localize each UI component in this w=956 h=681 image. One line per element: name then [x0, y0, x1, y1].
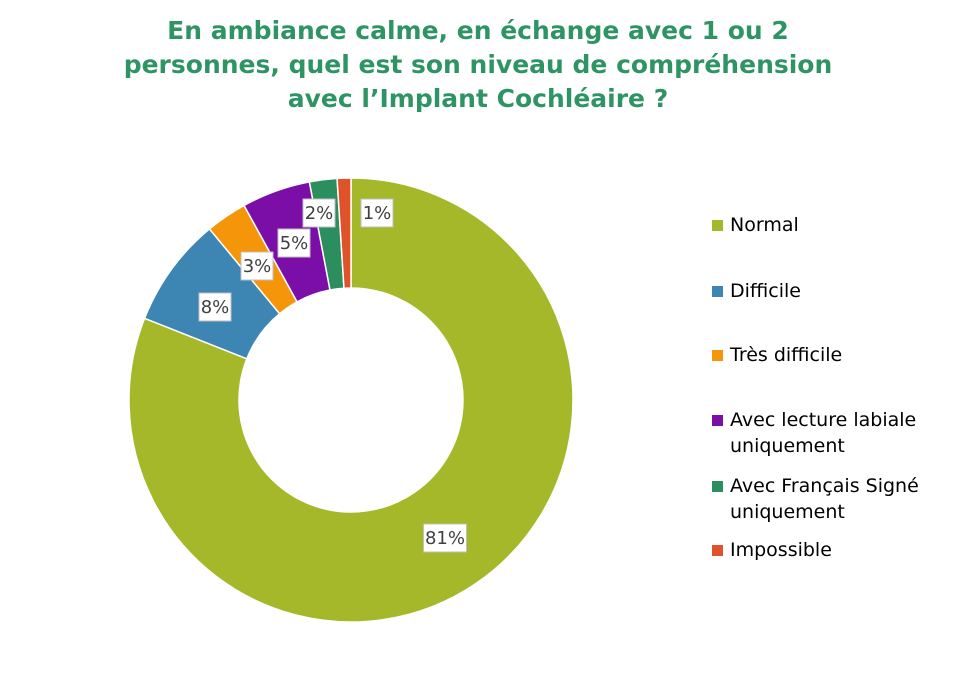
- legend-swatch-tres-difficile: [712, 350, 723, 361]
- legend-item-normal: Normal: [712, 212, 952, 238]
- legend-swatch-francais-signe: [712, 481, 723, 492]
- svg-text:81%: 81%: [425, 528, 465, 549]
- chart-title-line-3: avec l’Implant Cochléaire ?: [287, 84, 669, 113]
- legend-label-impossible: Impossible: [730, 539, 832, 561]
- legend-swatch-impossible: [712, 545, 723, 556]
- svg-text:2%: 2%: [305, 203, 334, 224]
- legend-label-normal: Normal: [730, 214, 799, 236]
- data-label-impossible: 1%: [360, 198, 394, 228]
- legend-swatch-difficile: [712, 286, 723, 297]
- legend-label-lecture-labiale-line-1: Avec lecture labiale: [730, 409, 917, 431]
- slice-normal: [128, 177, 574, 623]
- legend-label-difficile: Difficile: [730, 280, 801, 302]
- legend-swatch-lecture-labiale: [712, 415, 723, 426]
- legend-item-francais-signe: Avec Français Signé uniquement: [712, 473, 952, 525]
- chart-title: En ambiance calme, en échange avec 1 ou …: [0, 14, 956, 116]
- data-label-normal: 81%: [423, 523, 467, 553]
- svg-text:5%: 5%: [280, 233, 309, 254]
- chart-title-line-2: personnes, quel est son niveau de compré…: [123, 50, 833, 79]
- chart-title-line-1: En ambiance calme, en échange avec 1 ou …: [167, 16, 789, 45]
- data-label-avec-francais-signe-uniquement: 2%: [302, 198, 336, 228]
- legend-label-francais-signe-line-1: Avec Français Signé: [730, 475, 919, 497]
- legend-label-francais-signe-line-2: uniquement: [730, 501, 845, 523]
- legend-label-lecture-labiale-line-2: uniquement: [730, 435, 845, 457]
- legend-item-difficile: Difficile: [712, 278, 952, 304]
- slice-impossible: [336, 177, 352, 290]
- data-label-difficile: 8%: [198, 292, 232, 322]
- legend-item-tres-difficile: Très difficile: [712, 342, 952, 368]
- legend-label-tres-difficile: Très difficile: [730, 344, 843, 366]
- svg-text:3%: 3%: [243, 256, 272, 277]
- svg-text:1%: 1%: [363, 203, 392, 224]
- legend-item-lecture-labiale: Avec lecture labiale uniquement: [712, 407, 952, 459]
- legend-swatch-normal: [712, 220, 723, 231]
- data-label-avec-lecture-labiale-uniquement: 5%: [277, 228, 311, 258]
- legend-item-impossible: Impossible: [712, 537, 952, 563]
- data-label-tres-difficile: 3%: [240, 251, 274, 281]
- svg-text:8%: 8%: [201, 297, 230, 318]
